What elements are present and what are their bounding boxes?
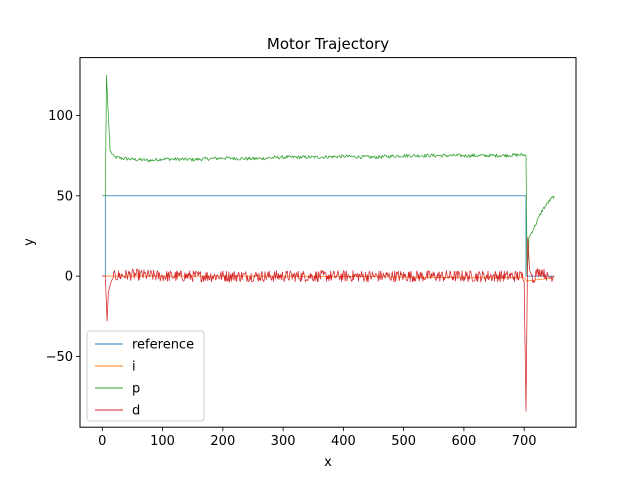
y-tick-label: −50 [46, 350, 73, 365]
series-d-line [102, 237, 555, 412]
legend-box [86, 330, 205, 422]
x-axis-label: x [324, 455, 332, 470]
axes-frame [79, 57, 577, 428]
x-tick-label: 600 [451, 434, 476, 449]
x-tick-label: 500 [391, 434, 416, 449]
x-tick-label: 100 [150, 434, 175, 449]
legend-label-i: i [132, 360, 136, 375]
legend-label-d: d [132, 404, 140, 419]
x-tick-label: 700 [512, 434, 537, 449]
y-tick-label: 50 [56, 189, 73, 204]
plot-area [102, 74, 555, 412]
y-tick-label: 100 [48, 109, 73, 124]
series-p-line [102, 74, 555, 277]
x-tick-label: 200 [210, 434, 235, 449]
chart-title: Motor Trajectory [267, 35, 389, 53]
axis-ticks: 0 100 200 300 400 500 600 700 −50 0 50 100 [46, 109, 537, 449]
legend: reference ipd [86, 330, 205, 422]
y-axis-label: y [22, 238, 37, 246]
legend-label-reference: reference [132, 338, 194, 353]
legend-label-p: p [132, 382, 140, 397]
x-tick-label: 0 [98, 434, 106, 449]
x-tick-label: 300 [271, 434, 296, 449]
y-tick-label: 0 [65, 270, 73, 285]
series-i-line [102, 275, 555, 282]
x-tick-label: 400 [331, 434, 356, 449]
